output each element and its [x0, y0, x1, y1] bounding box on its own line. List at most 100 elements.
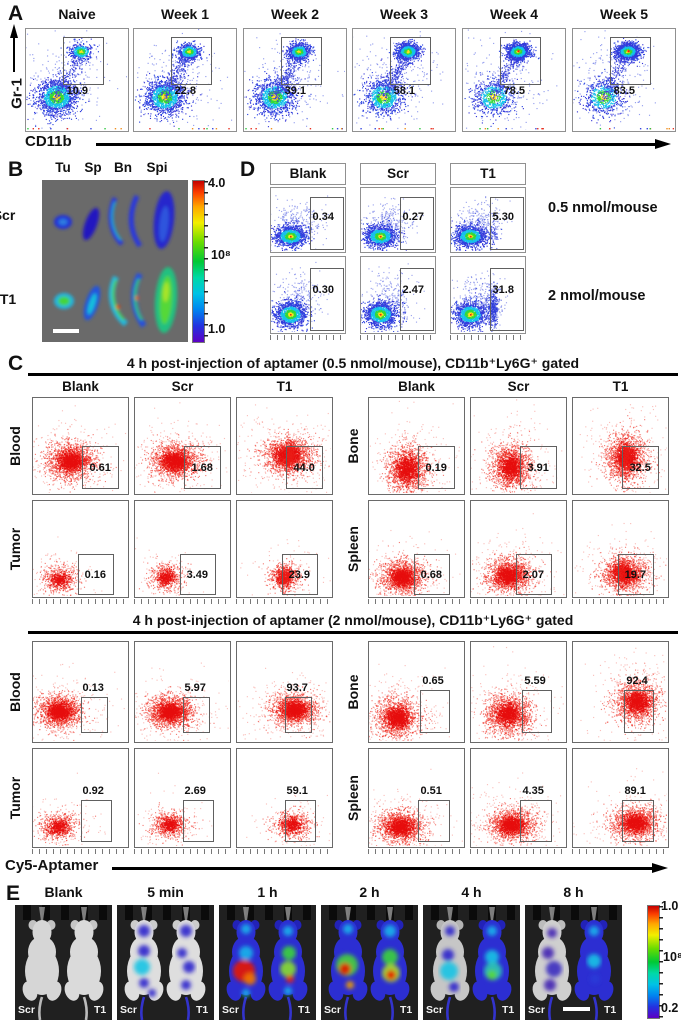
- e-mouse-label-t1: T1: [604, 1004, 617, 1016]
- b-organ-photo: [42, 180, 188, 342]
- c-gate-percentage: 5.59: [524, 674, 546, 687]
- b-organ-label-tu: Tu: [55, 160, 71, 175]
- c-gate-box: [182, 800, 214, 842]
- b-colorbar-mid: 10⁸: [211, 248, 231, 262]
- c-flow-plot: [368, 500, 465, 598]
- d-dose-label-2: 2 nmol/mouse: [548, 288, 646, 304]
- c-scatter-canvas: [33, 642, 127, 741]
- d-column-header: [360, 163, 436, 185]
- c-scatter-canvas: [471, 642, 565, 741]
- c-gate-box: [281, 553, 319, 596]
- c-column-title: Scr: [171, 379, 194, 394]
- c-gate-percentage: 0.19: [425, 461, 447, 474]
- d-axis-ticks: [360, 335, 436, 340]
- b-scale-bar: [53, 329, 79, 333]
- a-gate-percentage: 10.9: [66, 85, 89, 98]
- e-mouse-label-t1: T1: [298, 1004, 311, 1016]
- c-scatter-canvas: [237, 501, 331, 596]
- c-gate-percentage: 3.49: [186, 568, 208, 581]
- b-colorbar-gradient: [193, 181, 204, 342]
- c-gate-box: [82, 446, 120, 490]
- c-axis-ticks: [572, 599, 669, 604]
- c-gate-percentage: 32.5: [629, 461, 651, 474]
- a-gate-box: [63, 37, 104, 86]
- b-colorbar-ticks: [204, 181, 208, 342]
- c-scatter-canvas: [573, 398, 667, 493]
- d-column-header: [270, 163, 346, 185]
- a-y-axis-line: [13, 36, 15, 72]
- panel-a-letter: A: [8, 2, 24, 25]
- c-scatter-canvas: [135, 501, 229, 596]
- b-colorbar-min: 1.0: [208, 322, 226, 336]
- d-gate-box: [400, 196, 435, 251]
- c-x-axis-line: [112, 867, 654, 870]
- c-gate-percentage: 0.92: [82, 785, 104, 797]
- a-plot-title: Week 4: [490, 6, 538, 22]
- a-scatter-canvas: [353, 29, 454, 130]
- panel-e-letter: E: [6, 882, 21, 905]
- c-scatter-canvas: [135, 642, 229, 741]
- c-column-title: Blank: [398, 379, 435, 394]
- c-gate-box: [182, 697, 210, 733]
- a-gate-percentage: 22.8: [174, 85, 197, 98]
- b-organ-label-spi: Spi: [146, 160, 168, 175]
- c-gate-box: [622, 446, 660, 490]
- c-row-label: Bone: [345, 674, 361, 710]
- d-scatter-canvas: [361, 188, 434, 251]
- c-scatter-canvas: [471, 501, 565, 596]
- c-gate-box: [520, 446, 558, 490]
- c-flow-plot: [368, 641, 465, 743]
- d-gate-percentage: 0.27: [402, 210, 424, 223]
- e-colorbar: [647, 905, 663, 1019]
- c-gate-percentage: 1.68: [191, 461, 213, 474]
- panel-b-letter: B: [8, 158, 24, 181]
- c-gate-box: [622, 800, 654, 842]
- c-axis-ticks: [470, 849, 567, 854]
- d-axis-ticks: [450, 335, 526, 340]
- c-flow-plot: [32, 500, 129, 598]
- c-gate-box: [413, 553, 451, 596]
- c-gate-percentage: 19.7: [624, 568, 646, 581]
- d-gate-box: [490, 196, 525, 251]
- a-gate-percentage: 39.1: [284, 85, 307, 98]
- c-flow-plot: [470, 397, 567, 495]
- c-flow-plot: [572, 748, 669, 848]
- c-gate-box: [80, 800, 112, 842]
- d-flow-plot: [360, 187, 436, 253]
- e-mouse-label-scr: Scr: [18, 1004, 35, 1016]
- e-scale-bar: [563, 1007, 590, 1011]
- c-column-title: Blank: [62, 379, 99, 394]
- c-gate-percentage: 0.61: [89, 461, 111, 474]
- d-gate-box: [310, 196, 345, 251]
- c-gate-box: [520, 800, 552, 842]
- c-gate-percentage: 2.69: [184, 785, 206, 797]
- e-mouse-image: [525, 905, 622, 1021]
- e-colorbar-gradient: [648, 906, 659, 1018]
- d-gate-box: [310, 267, 345, 331]
- e-mouse-label-scr: Scr: [120, 1004, 137, 1016]
- e-mouse-image: [117, 905, 214, 1021]
- d-gate-percentage: 5.30: [492, 210, 514, 223]
- d-flow-plot: [360, 256, 436, 334]
- c-gate-percentage: 0.65: [422, 674, 444, 687]
- e-mouse-label-t1: T1: [196, 1004, 209, 1016]
- c-scatter-canvas: [369, 501, 463, 596]
- a-plot-title: Week 5: [600, 6, 648, 22]
- c-row-label: Blood: [7, 672, 23, 712]
- c-gate-percentage: 5.97: [184, 682, 206, 695]
- c-gate-box: [286, 446, 324, 490]
- c-flow-plot: [470, 500, 567, 598]
- c-gate-percentage: 44.0: [293, 461, 315, 474]
- c-column-title: T1: [612, 379, 629, 394]
- a-flow-plot: [352, 28, 456, 132]
- c-gate-percentage: 92.4: [626, 674, 648, 687]
- panel-c-letter: C: [8, 352, 24, 375]
- a-y-axis-arrow-icon: [9, 24, 18, 38]
- a-plot-title: Week 1: [161, 6, 209, 22]
- d-flow-plot: [270, 187, 346, 253]
- d-flow-plot: [450, 187, 526, 253]
- c-gate-percentage: 0.16: [84, 568, 106, 581]
- c-header-1-underline: [28, 373, 678, 376]
- e-timepoint-title: 2 h: [359, 884, 380, 900]
- a-plot-title: Week 2: [271, 6, 319, 22]
